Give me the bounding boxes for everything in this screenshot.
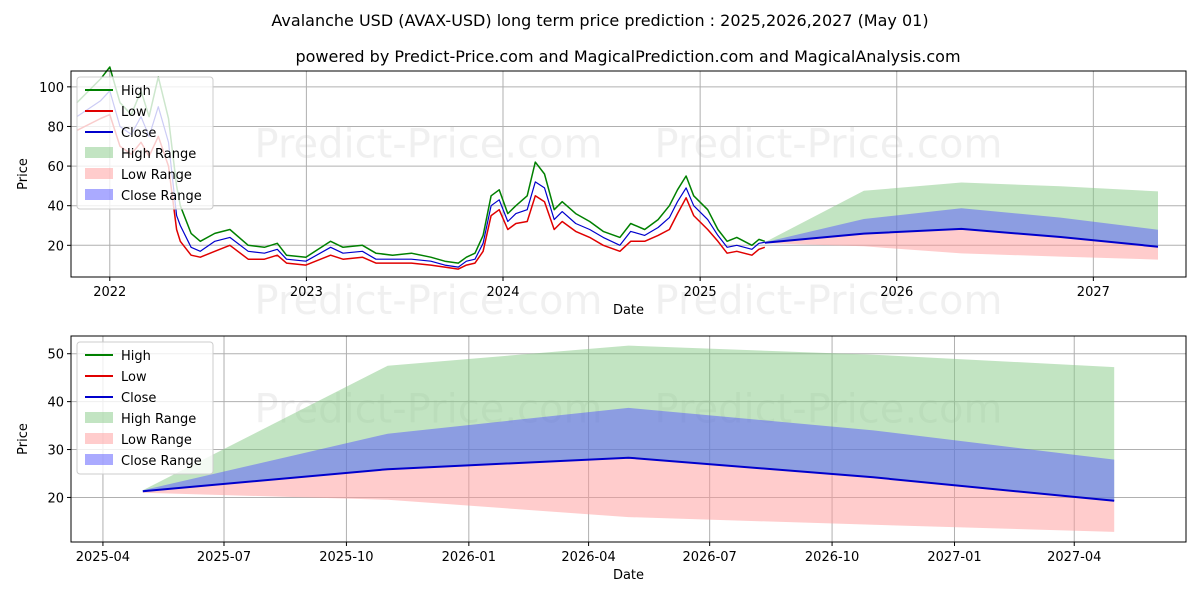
legend-label: High bbox=[121, 349, 151, 364]
legend-swatch bbox=[85, 189, 113, 200]
legend-swatch bbox=[85, 433, 113, 444]
y-tick-label: 40 bbox=[47, 396, 64, 411]
close-range-area bbox=[142, 407, 1115, 501]
chart-title: Avalanche USD (AVAX-USD) long term price… bbox=[271, 11, 928, 30]
chart-subtitle: powered by Predict-Price.com and Magical… bbox=[295, 47, 960, 66]
legend-label: Close bbox=[121, 391, 156, 406]
watermark-text: Predict-Price.com bbox=[255, 278, 603, 324]
forecast-close-line bbox=[142, 456, 1115, 502]
x-tick-label: 2025-07 bbox=[197, 550, 251, 565]
watermark-text: Predict-Price.com bbox=[255, 122, 603, 168]
x-tick-label: 2024 bbox=[486, 285, 519, 300]
legend-label: Close bbox=[121, 126, 156, 141]
x-tick-label: 2027-01 bbox=[927, 550, 981, 565]
y-tick-label: 80 bbox=[47, 120, 64, 135]
legend-label: Low Range bbox=[121, 433, 192, 448]
x-tick-label: 2027 bbox=[1077, 285, 1110, 300]
x-axis-label: Date bbox=[613, 568, 644, 583]
y-tick-label: 60 bbox=[47, 160, 64, 175]
legend-swatch bbox=[85, 412, 113, 423]
y-tick-label: 20 bbox=[47, 491, 64, 506]
x-tick-label: 2026-10 bbox=[805, 550, 859, 565]
legend-label: High bbox=[121, 84, 151, 99]
x-tick-label: 2023 bbox=[290, 285, 323, 300]
watermark-text: Predict-Price.com bbox=[655, 122, 1003, 168]
legend-label: Low bbox=[121, 370, 147, 385]
x-tick-label: 2026 bbox=[880, 285, 913, 300]
y-axis-label: Price bbox=[16, 158, 31, 190]
axes-frame bbox=[70, 70, 1187, 278]
axes-frame bbox=[70, 335, 1187, 543]
y-tick-label: 40 bbox=[47, 200, 64, 215]
y-tick-label: 50 bbox=[47, 348, 64, 363]
forecast-detail-panel: Predict-Price.comPredict-Price.com203040… bbox=[16, 335, 1187, 583]
legend-label: Low bbox=[121, 105, 147, 120]
x-tick-label: 2026-04 bbox=[561, 550, 615, 565]
legend-label: High Range bbox=[121, 147, 196, 162]
long-term-panel: Predict-Price.com Predict-Price.com Predic… bbox=[16, 66, 1187, 324]
x-tick-label: 2026-07 bbox=[682, 550, 736, 565]
x-tick-label: 2025-04 bbox=[76, 550, 130, 565]
x-tick-label: 2025 bbox=[684, 285, 717, 300]
x-tick-label: 2025-10 bbox=[319, 550, 373, 565]
x-axis-label: Date bbox=[613, 303, 644, 318]
close-range-area bbox=[764, 208, 1158, 247]
y-tick-label: 30 bbox=[47, 444, 64, 459]
legend-swatch bbox=[85, 147, 113, 158]
y-tick-label: 100 bbox=[39, 81, 64, 96]
forecast-close-line bbox=[764, 227, 1159, 248]
x-tick-label: 2027-04 bbox=[1047, 550, 1101, 565]
legend-label: High Range bbox=[121, 412, 196, 427]
low-range-area bbox=[764, 228, 1158, 260]
legend-swatch bbox=[85, 454, 113, 465]
legend-label: Close Range bbox=[121, 189, 202, 204]
x-tick-label: 2026-01 bbox=[442, 550, 496, 565]
close-series-line bbox=[76, 90, 765, 268]
legend-label: Low Range bbox=[121, 168, 192, 183]
low-series-line bbox=[76, 113, 766, 270]
watermark-text: Predict-Price.com bbox=[655, 278, 1003, 324]
x-tick-label: 2022 bbox=[93, 285, 126, 300]
low-range-area bbox=[142, 457, 1115, 532]
y-axis-label: Price bbox=[16, 423, 31, 455]
legend-label: Close Range bbox=[121, 454, 202, 469]
legend-swatch bbox=[85, 168, 113, 179]
y-tick-label: 20 bbox=[47, 239, 64, 254]
